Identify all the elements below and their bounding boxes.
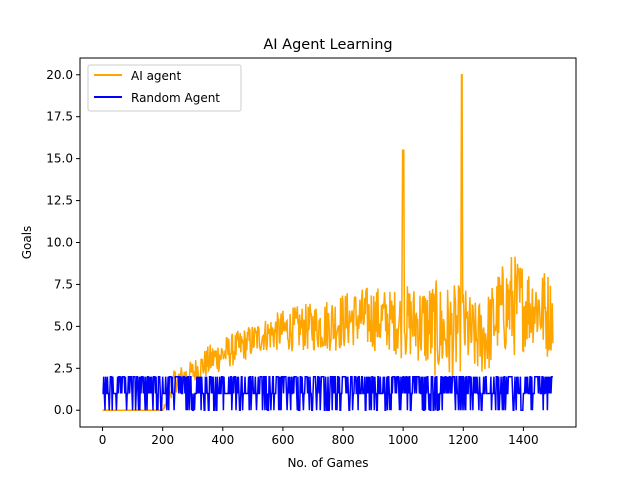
y-axis-label: Goals [20, 226, 34, 260]
y-tick-label: 7.5 [54, 277, 73, 291]
legend: AI agent Random Agent [87, 64, 242, 112]
y-tick-label: 0.0 [54, 403, 73, 417]
x-tick-label: 1400 [508, 433, 539, 447]
legend-label-ai-agent: AI agent [131, 69, 182, 83]
x-tick-label: 200 [151, 433, 174, 447]
y-tick-label: 5.0 [54, 319, 73, 333]
x-tick-label: 0 [99, 433, 107, 447]
series-line-random-agent [102, 375, 553, 411]
x-tick-label: 400 [211, 433, 234, 447]
x-tick-label: 1200 [448, 433, 479, 447]
chart-title: AI Agent Learning [263, 37, 392, 53]
x-tick-label: 800 [332, 433, 355, 447]
legend-box [87, 64, 242, 112]
y-tick-label: 12.5 [46, 194, 73, 208]
x-axis: 0 200 400 600 800 1000 1200 1400 [99, 427, 539, 447]
y-tick-label: 20.0 [46, 68, 73, 82]
x-axis-label: No. of Games [287, 456, 368, 470]
y-tick-label: 15.0 [46, 152, 73, 166]
x-tick-label: 1000 [388, 433, 419, 447]
legend-label-random-agent: Random Agent [131, 91, 220, 105]
y-tick-label: 2.5 [54, 361, 73, 375]
x-tick-label: 600 [271, 433, 294, 447]
y-tick-label: 10.0 [46, 236, 73, 250]
y-axis: 0.0 2.5 5.0 7.5 10.0 12.5 15.0 17.5 20.0 [46, 68, 80, 417]
plot-content [102, 74, 554, 411]
series-line-ai-agent [102, 74, 554, 411]
y-tick-label: 17.5 [46, 110, 73, 124]
